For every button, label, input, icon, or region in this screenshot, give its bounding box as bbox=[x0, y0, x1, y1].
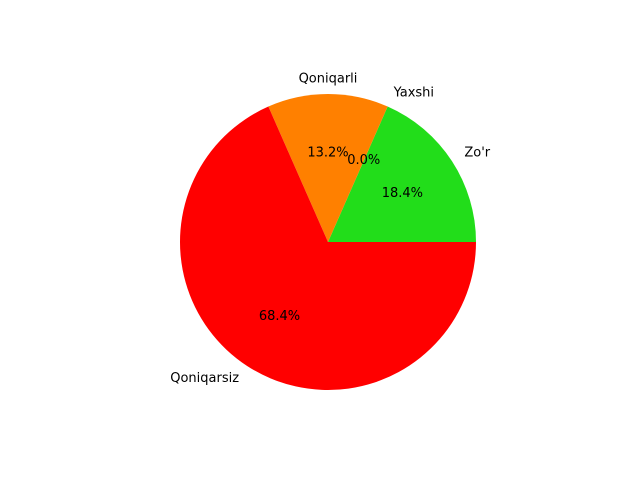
slice-qoniqarsiz bbox=[180, 106, 477, 390]
slice-zo-r bbox=[328, 106, 477, 242]
percent-label-qoniqarsiz: 68.4% bbox=[259, 309, 300, 324]
percent-label-qoniqarli: 13.2% bbox=[307, 146, 348, 161]
slice-label-qoniqarsiz: Qoniqarsiz bbox=[170, 371, 239, 386]
slice-label-yaxshi: Yaxshi bbox=[393, 85, 434, 100]
slice-label-qoniqarli: Qoniqarli bbox=[299, 72, 358, 87]
slice-label-zo-r: Zo'r bbox=[464, 146, 490, 161]
pie-slices bbox=[180, 93, 477, 390]
percent-label-zo-r: 18.4% bbox=[382, 186, 423, 201]
slice-qoniqarli bbox=[268, 93, 388, 242]
pie-labels: Zo'r 18.4% Yaxshi 0.0% Qoniqarli 13.2% Qoniqar… bbox=[170, 72, 491, 386]
percent-label-yaxshi: 0.0% bbox=[347, 153, 380, 168]
